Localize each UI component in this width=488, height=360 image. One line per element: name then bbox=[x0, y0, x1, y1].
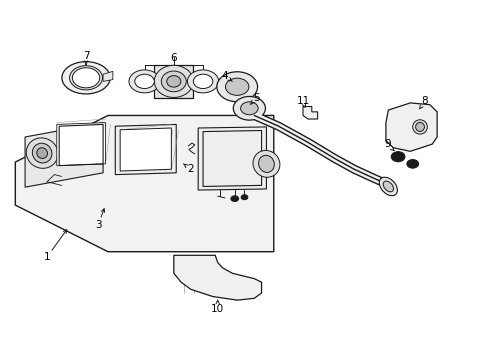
Ellipse shape bbox=[225, 78, 248, 95]
Ellipse shape bbox=[187, 70, 218, 93]
Polygon shape bbox=[198, 127, 266, 190]
Ellipse shape bbox=[72, 68, 100, 88]
Text: 4: 4 bbox=[221, 71, 228, 81]
Polygon shape bbox=[115, 125, 176, 175]
Ellipse shape bbox=[161, 71, 186, 92]
Ellipse shape bbox=[383, 181, 393, 192]
Text: 5: 5 bbox=[253, 93, 260, 103]
Text: 1: 1 bbox=[43, 252, 50, 262]
Ellipse shape bbox=[135, 74, 154, 89]
Polygon shape bbox=[57, 123, 105, 166]
Text: 9: 9 bbox=[383, 139, 390, 149]
Text: 6: 6 bbox=[170, 53, 177, 63]
Polygon shape bbox=[120, 128, 171, 171]
Ellipse shape bbox=[216, 72, 257, 102]
Polygon shape bbox=[303, 107, 317, 119]
Ellipse shape bbox=[233, 96, 265, 120]
Ellipse shape bbox=[69, 66, 102, 90]
Polygon shape bbox=[385, 103, 436, 151]
Polygon shape bbox=[15, 116, 273, 252]
Circle shape bbox=[390, 152, 404, 162]
Circle shape bbox=[408, 161, 415, 166]
Ellipse shape bbox=[166, 76, 181, 87]
Polygon shape bbox=[103, 71, 113, 81]
Ellipse shape bbox=[26, 138, 58, 168]
Ellipse shape bbox=[412, 120, 427, 134]
Ellipse shape bbox=[415, 122, 424, 131]
Text: 10: 10 bbox=[211, 304, 224, 314]
Polygon shape bbox=[154, 65, 193, 98]
Circle shape bbox=[393, 154, 401, 159]
Ellipse shape bbox=[258, 155, 274, 172]
Ellipse shape bbox=[154, 65, 193, 98]
Ellipse shape bbox=[240, 102, 258, 115]
Ellipse shape bbox=[32, 143, 52, 163]
Text: 7: 7 bbox=[82, 51, 89, 61]
Text: 3: 3 bbox=[95, 220, 102, 230]
Polygon shape bbox=[25, 123, 103, 187]
Ellipse shape bbox=[252, 150, 279, 177]
Polygon shape bbox=[173, 255, 261, 300]
Ellipse shape bbox=[62, 62, 110, 94]
Ellipse shape bbox=[129, 70, 160, 93]
Text: 11: 11 bbox=[296, 96, 309, 106]
Ellipse shape bbox=[379, 177, 397, 196]
Ellipse shape bbox=[37, 148, 47, 158]
Circle shape bbox=[230, 196, 238, 202]
Circle shape bbox=[406, 159, 418, 168]
Circle shape bbox=[241, 195, 247, 200]
Text: 2: 2 bbox=[187, 164, 194, 174]
Ellipse shape bbox=[193, 74, 212, 89]
Text: 8: 8 bbox=[421, 96, 427, 106]
